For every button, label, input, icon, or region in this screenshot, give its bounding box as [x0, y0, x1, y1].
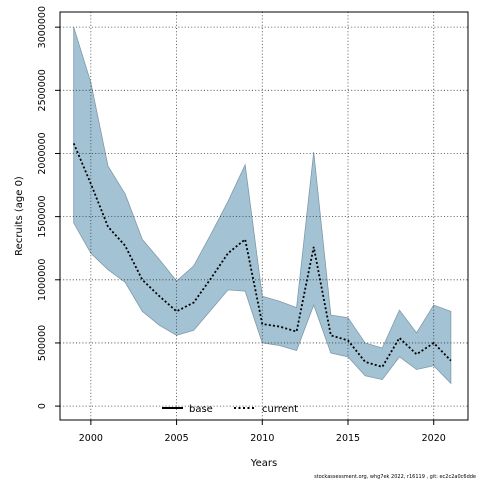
y-tick-label: 3000000: [37, 6, 48, 48]
x-tick-label: 2000: [79, 433, 103, 444]
y-tick-label: 1500000: [37, 195, 48, 237]
x-tick-label: 2005: [164, 433, 188, 444]
x-tick-label: 2010: [250, 433, 274, 444]
x-axis-title: Years: [250, 458, 277, 469]
legend: base current: [162, 404, 298, 415]
y-tick-label: 2500000: [37, 69, 48, 111]
series-line-layer: [72, 143, 452, 369]
plot-frame: [59, 11, 469, 421]
series-current-line: [72, 143, 452, 369]
y-tick-label: 500000: [37, 325, 48, 361]
x-tick-label: 2020: [422, 433, 446, 444]
y-tick-label: 0: [37, 403, 48, 409]
confidence-band-layer: [73, 27, 452, 385]
y-tick-label: 2000000: [37, 132, 48, 174]
x-tick-label: 2015: [336, 433, 360, 444]
footer-note: stockassessment.org, whg7ek 2022, r16119…: [314, 474, 476, 480]
axes-layer: 2000 2005 2010 2015 2020 0 500000 1000000 150000…: [37, 6, 469, 444]
y-axis-title: Recruits (age 0): [14, 176, 25, 256]
legend-current-label: current: [262, 404, 298, 415]
y-tick-label: 1000000: [37, 259, 48, 301]
grid-layer: [60, 12, 468, 420]
confidence-band: [73, 27, 452, 385]
legend-base-label: base: [189, 404, 213, 415]
